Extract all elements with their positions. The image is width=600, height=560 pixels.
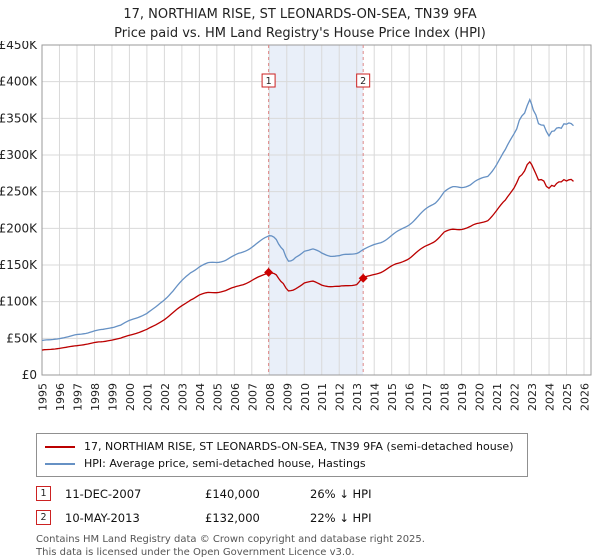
x-axis-tick-label: 2007 bbox=[246, 383, 259, 411]
transaction-row-2: 2 10-MAY-2013 £132,000 22% ↓ HPI bbox=[36, 508, 600, 527]
x-axis-tick-label: 2002 bbox=[159, 383, 172, 411]
hpi-line-swatch bbox=[45, 462, 75, 465]
sale-point-marker bbox=[358, 273, 368, 283]
x-axis-tick-label: 2012 bbox=[334, 383, 347, 411]
sale-number-label: 1 bbox=[266, 76, 272, 87]
y-axis-tick-label: £200K bbox=[0, 221, 38, 235]
sale-number-box bbox=[261, 73, 276, 88]
y-axis-tick-label: £100K bbox=[0, 295, 38, 309]
x-axis-tick-label: 2025 bbox=[561, 383, 574, 411]
legend-item-property: 17, NORTHIAM RISE, ST LEONARDS-ON-SEA, T… bbox=[43, 438, 521, 455]
licence-line: This data is licensed under the Open Gov… bbox=[36, 547, 355, 558]
y-axis-tick-label: £400K bbox=[0, 75, 38, 89]
chart-title: 17, NORTHIAM RISE, ST LEONARDS-ON-SEA, T… bbox=[123, 7, 477, 22]
x-axis-tick-label: 2024 bbox=[544, 383, 557, 411]
x-axis-tick-label: 1998 bbox=[89, 383, 102, 411]
y-axis-tick-label: £450K bbox=[0, 41, 38, 52]
hpi-average-line bbox=[41, 97, 574, 342]
x-axis-tick-label: 2026 bbox=[579, 383, 592, 411]
x-axis-tick-label: 2004 bbox=[194, 383, 207, 411]
chart-subtitle: Price paid vs. HM Land Registry's House … bbox=[114, 26, 486, 41]
y-axis-tick-label: £350K bbox=[0, 111, 38, 125]
transaction-1-number-box: 1 bbox=[36, 486, 51, 501]
property-line-swatch bbox=[45, 445, 75, 448]
x-axis-tick-label: 1996 bbox=[54, 383, 67, 411]
x-axis-tick-label: 2008 bbox=[264, 383, 277, 411]
transaction-1-vs-hpi: 26% ↓ HPI bbox=[310, 486, 372, 501]
transaction-2-vs-hpi: 22% ↓ HPI bbox=[310, 510, 372, 525]
plot-border bbox=[41, 44, 592, 376]
x-axis-tick-label: 2023 bbox=[526, 383, 539, 411]
x-axis-tick-label: 2021 bbox=[491, 383, 504, 411]
transaction-2-price: £132,000 bbox=[205, 510, 260, 525]
ownership-period-shading bbox=[268, 45, 364, 375]
x-axis-tick-label: 2016 bbox=[404, 383, 417, 411]
x-axis-tick-label: 1997 bbox=[71, 383, 84, 411]
transactions-list: 1 11-DEC-2007 £140,000 26% ↓ HPI 2 10-MA… bbox=[36, 484, 600, 527]
transaction-2-date: 10-MAY-2013 bbox=[65, 510, 140, 525]
x-axis-tick-label: 2010 bbox=[299, 383, 312, 411]
x-axis-tick-label: 1999 bbox=[106, 383, 119, 411]
y-axis-tick-label: £0 bbox=[22, 368, 37, 382]
x-axis-tick-label: 2022 bbox=[509, 383, 522, 411]
transaction-row-1: 1 11-DEC-2007 £140,000 26% ↓ HPI bbox=[36, 484, 600, 503]
y-axis-tick-label: £150K bbox=[0, 258, 38, 272]
x-axis-tick-label: 2001 bbox=[141, 383, 154, 411]
copyright-line: Contains HM Land Registry data © Crown c… bbox=[36, 534, 425, 545]
y-axis-tick-label: £300K bbox=[0, 148, 38, 162]
property-price-line bbox=[41, 160, 574, 351]
x-axis-tick-label: 2014 bbox=[369, 383, 382, 411]
x-axis-tick-label: 2017 bbox=[421, 383, 434, 411]
sale-number-label: 2 bbox=[360, 76, 366, 87]
chart-header: 17, NORTHIAM RISE, ST LEONARDS-ON-SEA, T… bbox=[0, 0, 600, 41]
y-axis-tick-label: £50K bbox=[6, 331, 38, 345]
x-axis-tick-label: 2011 bbox=[316, 383, 329, 411]
x-axis-tick-label: 2020 bbox=[474, 383, 487, 411]
chart-legend: 17, NORTHIAM RISE, ST LEONARDS-ON-SEA, T… bbox=[36, 433, 528, 477]
sale-number-box bbox=[356, 73, 371, 88]
legend-label-hpi: HPI: Average price, semi-detached house,… bbox=[84, 457, 366, 470]
x-axis-tick-label: 2015 bbox=[386, 383, 399, 411]
x-axis-tick-label: 2005 bbox=[211, 383, 224, 411]
attribution-footer: Contains HM Land Registry data © Crown c… bbox=[36, 533, 600, 559]
x-axis-tick-label: 2006 bbox=[229, 383, 242, 411]
x-axis-tick-label: 2018 bbox=[439, 383, 452, 411]
legend-item-hpi: HPI: Average price, semi-detached house,… bbox=[43, 455, 521, 472]
x-axis-tick-label: 2013 bbox=[351, 383, 364, 411]
transaction-2-number-box: 2 bbox=[36, 510, 51, 525]
x-axis-tick-label: 2003 bbox=[176, 383, 189, 411]
x-axis-tick-label: 2000 bbox=[124, 383, 137, 411]
x-axis-tick-label: 2019 bbox=[456, 383, 469, 411]
transaction-1-price: £140,000 bbox=[205, 486, 260, 501]
price-history-chart: £0 £50K £100K £150K £200K £250K £300K £350K £400… bbox=[0, 41, 592, 411]
y-axis-tick-label: £250K bbox=[0, 185, 38, 199]
sale-point-marker bbox=[264, 267, 274, 277]
x-axis-tick-label: 1995 bbox=[37, 383, 50, 411]
legend-label-property: 17, NORTHIAM RISE, ST LEONARDS-ON-SEA, T… bbox=[84, 440, 514, 453]
x-axis-tick-label: 2009 bbox=[281, 383, 294, 411]
transaction-1-date: 11-DEC-2007 bbox=[65, 486, 142, 501]
